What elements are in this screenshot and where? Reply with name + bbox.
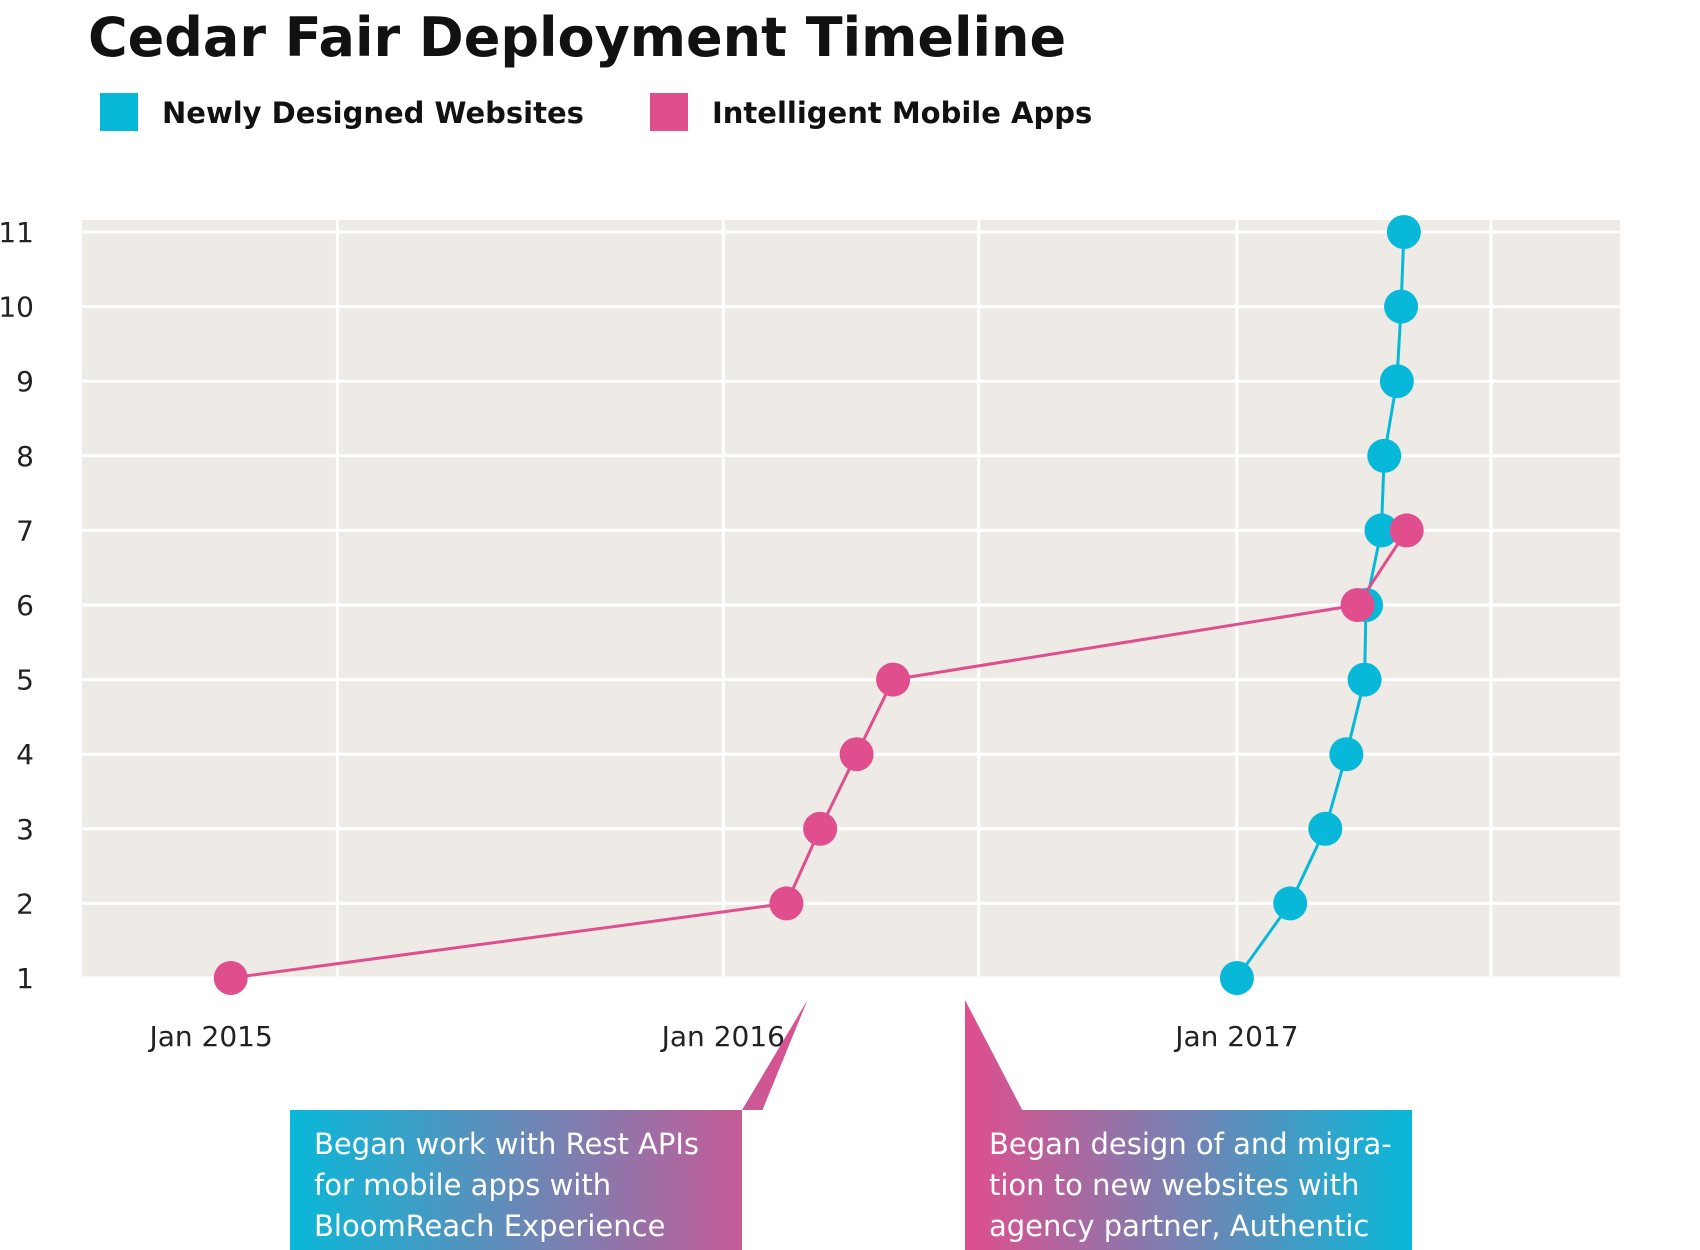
callout-text-line: tion to new websites with [989, 1168, 1359, 1202]
data-point [769, 886, 804, 921]
series-group [213, 513, 1424, 995]
data-point [1367, 438, 1402, 473]
callout-text-line: BloomReach Experience [314, 1209, 665, 1243]
y-tick-label: 2 [16, 887, 34, 920]
data-point [1379, 364, 1414, 399]
callout-text-line: agency partner, Authentic [989, 1209, 1369, 1243]
y-tick-label: 10 [0, 291, 34, 324]
y-axis-ticks: 1 2 3 4 5 6 7 8 9 10 11 [0, 216, 34, 995]
callouts: Began work with Rest APIs for mobile apps… [290, 1000, 1412, 1250]
chart-title: Cedar Fair Deployment Timeline [88, 6, 1066, 69]
data-point [1340, 588, 1375, 622]
data-point [876, 662, 911, 697]
legend-swatch [650, 93, 688, 131]
y-tick-label: 7 [16, 514, 34, 547]
data-point [1308, 811, 1343, 846]
series-layer [213, 215, 1424, 995]
data-point [1329, 737, 1364, 772]
data-point [1389, 513, 1424, 548]
callout-shape [290, 1000, 808, 1250]
data-point [1347, 662, 1382, 697]
data-point [1219, 961, 1254, 995]
y-tick-label: 5 [16, 664, 34, 697]
callout-shape [965, 1000, 1412, 1250]
y-tick-label: 9 [16, 365, 34, 398]
data-point [1364, 513, 1399, 548]
y-tick-label: 8 [16, 440, 34, 473]
y-tick-label: 1 [16, 962, 34, 995]
x-tick-label: Jan 2017 [1173, 1020, 1298, 1053]
callout-box: Began work with Rest APIs for mobile apps… [290, 1000, 808, 1250]
y-tick-label: 11 [0, 216, 34, 249]
data-point [1384, 289, 1419, 324]
callout-text-line: for mobile apps with [314, 1168, 611, 1202]
y-tick-label: 3 [16, 813, 34, 846]
legend-swatch [100, 93, 138, 131]
legend: Newly Designed Websites Intelligent Mobil… [100, 93, 1092, 131]
gridlines [82, 220, 1620, 980]
callout-text-line: Began design of and migra- [989, 1127, 1392, 1161]
data-point [1386, 215, 1421, 249]
x-axis-ticks: Jan 2015 Jan 2016 Jan 2017 [147, 1020, 1298, 1053]
data-point [803, 811, 838, 846]
y-tick-label: 4 [16, 738, 34, 771]
data-point [839, 737, 874, 772]
x-tick-label: Jan 2016 [660, 1020, 785, 1053]
y-tick-label: 6 [16, 589, 34, 622]
callout-text-line: Began work with Rest APIs [314, 1127, 699, 1161]
plot-area [82, 220, 1620, 978]
callout-box: Began design of and migra-tion to new we… [965, 1000, 1412, 1250]
x-tick-label: Jan 2015 [147, 1020, 272, 1053]
data-point [213, 961, 248, 995]
legend-label: Intelligent Mobile Apps [712, 96, 1092, 130]
data-point [1273, 886, 1308, 921]
legend-label: Newly Designed Websites [162, 96, 584, 130]
